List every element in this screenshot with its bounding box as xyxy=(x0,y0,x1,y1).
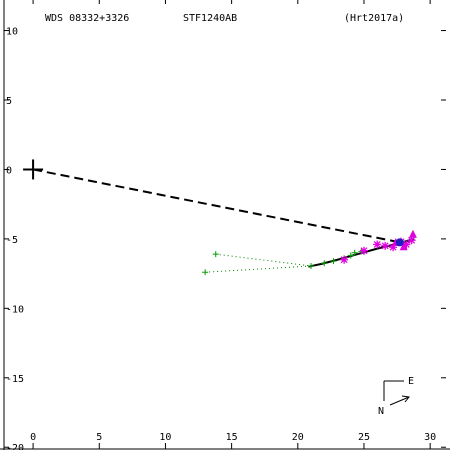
compass-east-label: E xyxy=(408,376,414,387)
y-tick-label: -5 xyxy=(6,235,18,246)
residual-line xyxy=(205,265,312,273)
x-tick-label: 25 xyxy=(358,432,370,443)
data-point-star xyxy=(407,236,416,245)
x-tick-label: 15 xyxy=(226,432,238,443)
y-tick-label: 10 xyxy=(6,27,18,38)
data-point-plus xyxy=(351,249,358,256)
data-point-star xyxy=(381,241,390,250)
discoverer-label: STF1240AB xyxy=(183,13,237,24)
tick-group: 10 5 0 -5 -10 -15 -20 0 5 10 15 20 25 30 xyxy=(4,0,446,450)
data-point-triangle xyxy=(399,242,408,251)
data-point-circle xyxy=(395,238,404,247)
motion-arrow-head xyxy=(401,395,410,403)
wds-label: WDS 08332+3326 xyxy=(45,13,129,24)
data-point-star xyxy=(389,243,398,252)
data-point-plus xyxy=(347,252,354,259)
y-tick-label: 0 xyxy=(6,165,12,176)
data-point-plus xyxy=(308,262,315,269)
y-tick-label: -15 xyxy=(6,374,24,385)
residual-line xyxy=(215,253,312,267)
x-tick-label: 20 xyxy=(292,432,304,443)
data-point-plus xyxy=(321,260,328,267)
compass: E N xyxy=(378,376,414,417)
x-tick-label: 10 xyxy=(159,432,171,443)
compass-north-label: N xyxy=(378,406,384,417)
data-point-triangle xyxy=(408,229,417,238)
data-point-star xyxy=(359,246,368,255)
data-point-plus xyxy=(330,258,337,265)
x-tick-label: 30 xyxy=(424,432,436,443)
data-point-star xyxy=(340,255,349,264)
y-tick-label: -10 xyxy=(6,304,24,315)
data-point-star xyxy=(373,240,382,249)
line-group xyxy=(32,168,415,273)
x-tick-label: 5 xyxy=(96,432,102,443)
data-point-star xyxy=(402,240,411,249)
data-point-plus xyxy=(202,269,209,276)
motion-arrow-shaft xyxy=(389,396,410,406)
reference-label: (Hrt2017a) xyxy=(344,13,404,24)
primary-companion-line xyxy=(32,168,404,245)
x-tick-label: 0 xyxy=(30,432,36,443)
marker-group xyxy=(23,159,417,276)
data-point-plus xyxy=(212,251,219,258)
y-tick-label: 5 xyxy=(6,96,12,107)
y-tick-label: -20 xyxy=(6,443,24,450)
